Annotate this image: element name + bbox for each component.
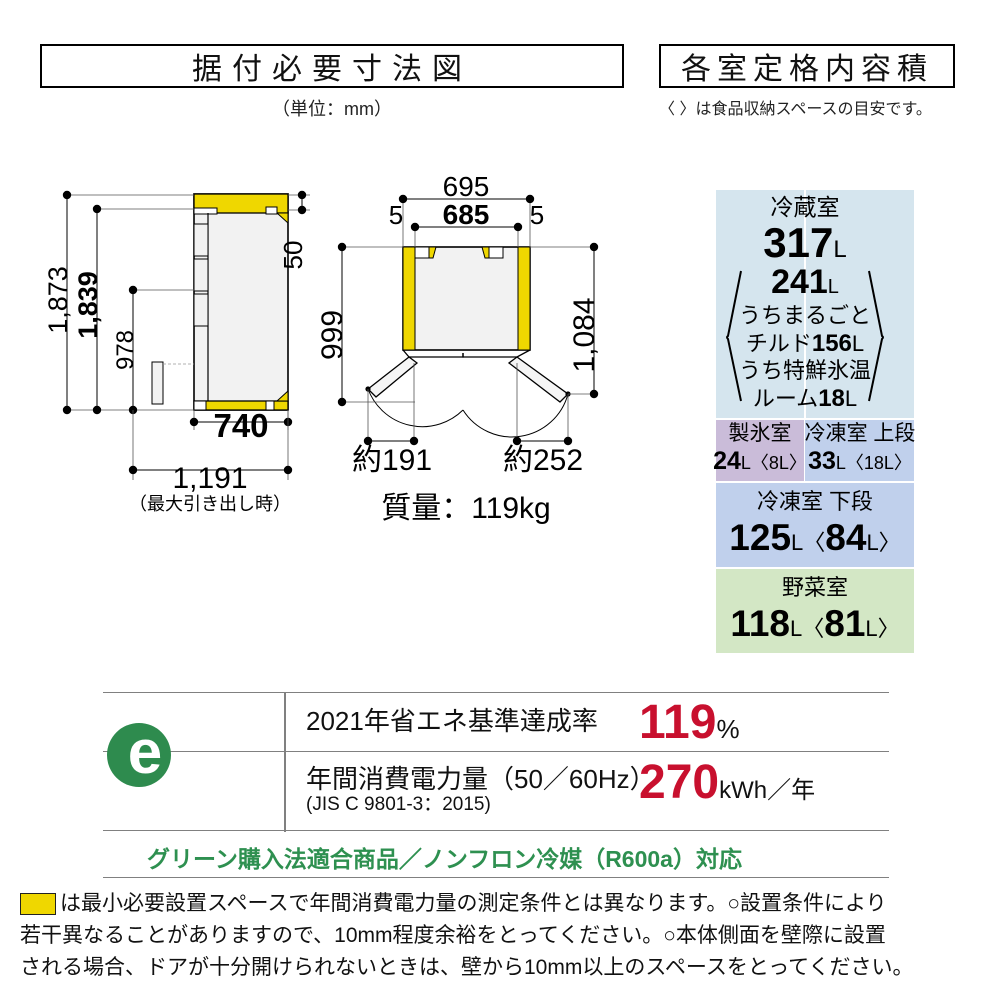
svg-text:質量：119kg: 質量：119kg xyxy=(381,492,551,525)
svg-text:1,084: 1,084 xyxy=(568,297,601,372)
svg-text:1,839: 1,839 xyxy=(73,271,103,339)
svg-text:695: 695 xyxy=(443,171,490,202)
svg-text:冷凍室 上段: 冷凍室 上段 xyxy=(805,422,916,445)
svg-text:冷凍室 下段: 冷凍室 下段 xyxy=(757,489,873,514)
svg-text:うちまるごと: うちまるごと xyxy=(739,303,871,328)
svg-text:685: 685 xyxy=(443,199,490,230)
svg-text:冷蔵室: 冷蔵室 xyxy=(771,194,840,220)
svg-text:50: 50 xyxy=(278,241,308,270)
svg-text:約252: 約252 xyxy=(503,444,583,477)
svg-text:1,873: 1,873 xyxy=(43,266,73,334)
svg-text:ルーム18L: ルーム18L xyxy=(753,385,857,412)
svg-text:978: 978 xyxy=(112,330,139,370)
svg-text:999: 999 xyxy=(316,310,349,360)
svg-text:5: 5 xyxy=(530,200,544,230)
svg-text:（最大引き出し時）: （最大引き出し時） xyxy=(129,494,291,514)
svg-text:5: 5 xyxy=(389,200,403,230)
svg-text:うち特鮮氷温: うち特鮮氷温 xyxy=(739,358,871,383)
svg-text:製氷室: 製氷室 xyxy=(729,422,792,445)
svg-text:約191: 約191 xyxy=(352,444,432,477)
svg-text:野菜室: 野菜室 xyxy=(782,575,848,600)
svg-text:e: e xyxy=(128,718,162,787)
svg-text:1,191: 1,191 xyxy=(172,462,247,495)
svg-text:チルド156L: チルド156L xyxy=(746,330,864,357)
svg-text:740: 740 xyxy=(213,407,268,444)
